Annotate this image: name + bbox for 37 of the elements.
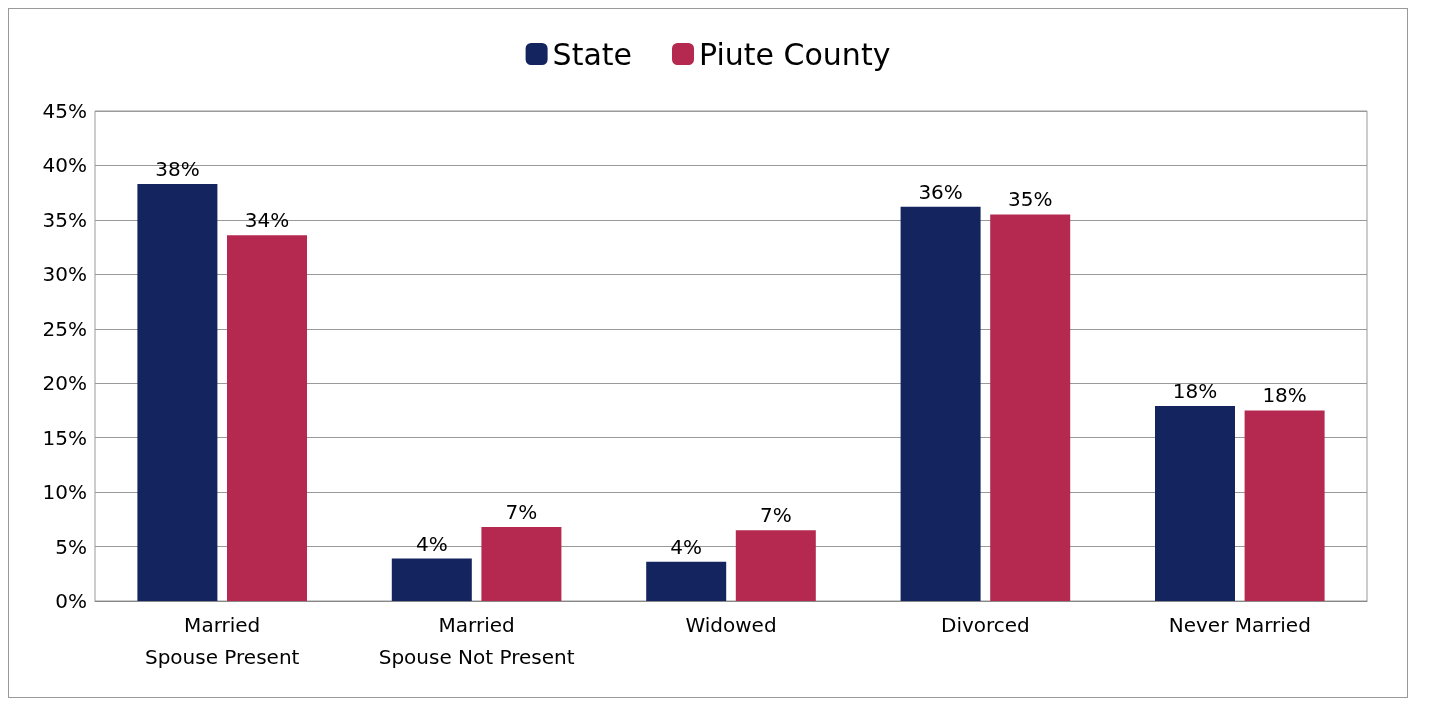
x-tick-label: Widowed — [685, 613, 777, 637]
bar — [391, 558, 472, 601]
x-tick-label: Divorced — [940, 613, 1030, 637]
data-label: 35% — [1007, 187, 1053, 212]
bar — [227, 235, 307, 601]
bar — [990, 214, 1071, 601]
y-tick-label: 30% — [42, 262, 87, 287]
y-tick-label: 15% — [42, 425, 87, 450]
data-label: 7% — [505, 499, 538, 524]
x-tick-label: Married Spouse Present — [144, 613, 300, 669]
y-tick-label: 20% — [42, 371, 87, 396]
data-label: 18% — [1262, 383, 1307, 408]
data-label: 4% — [670, 534, 703, 559]
data-label: 38% — [155, 156, 200, 181]
data-label: 36% — [918, 179, 963, 204]
bar — [481, 526, 562, 601]
y-tick-label: 45% — [42, 99, 87, 123]
bar — [735, 530, 816, 601]
y-tick-label: 40% — [42, 153, 87, 178]
legend-label: Piute County — [699, 36, 891, 72]
bar — [1244, 410, 1325, 601]
x-tick-label: Never Married — [1168, 613, 1311, 637]
bar — [646, 561, 727, 601]
data-label: 34% — [244, 208, 290, 233]
bar — [1155, 406, 1235, 601]
y-tick-label: 0% — [55, 589, 87, 613]
bar — [900, 206, 981, 601]
y-tick-label: 25% — [42, 316, 87, 341]
y-tick-label: 10% — [42, 480, 87, 505]
bar — [137, 183, 218, 601]
data-label: 18% — [1172, 379, 1218, 404]
y-tick-label: 5% — [55, 534, 87, 559]
y-tick-label: 35% — [42, 207, 87, 232]
data-label: 7% — [759, 503, 792, 528]
legend-label: State — [552, 36, 633, 72]
data-label: 4% — [415, 531, 448, 556]
x-tick-label: Married Spouse Not Present — [378, 613, 575, 669]
